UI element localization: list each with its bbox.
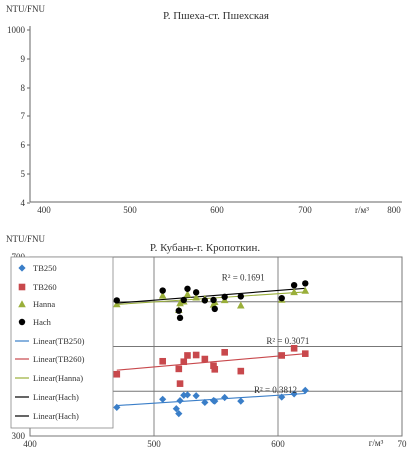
point-tb250 [175,410,183,418]
chart2-x-tick-label: 70 [398,439,408,449]
chart1-x-tick-label: 800 [387,205,401,215]
chart1-y-axis-title: NTU/FNU [6,4,46,14]
chart1-x-tick-label: 500 [123,205,137,215]
point-tb260 [278,352,286,359]
chart2-y-tick-label: 300 [12,431,26,441]
point-tb260 [176,380,184,387]
chart1-y-tick-label: 6 [21,140,26,150]
point-tb260 [211,366,219,373]
chart2-legend: TB250 TB260 Hanna Hach Linear(TB250) Linear(T… [10,256,114,429]
legend-marker-tb260 [18,283,26,291]
r-squared-label: R² = 0.1691 [222,272,265,282]
r-squared-label: R² = 0.3071 [266,336,309,346]
point-tb250 [176,397,184,405]
point-tb250 [301,386,309,394]
chart2-x-axis-title: г/м³ [369,438,384,448]
point-tb250 [278,393,286,401]
point-hanna [113,300,121,308]
point-tb260 [237,367,245,375]
point-hach [113,297,121,304]
chart2-x-tick-label: 500 [147,439,161,449]
legend-label: TB260 [33,282,57,292]
chart2-y-axis-title: NTU/FNU [6,234,46,244]
point-tb260 [113,370,121,378]
chart1-x-tick-label: 400 [37,205,51,215]
trendline-hach [116,287,306,304]
point-tb260 [201,355,209,363]
legend-label: Linear(TB260) [33,354,85,364]
point-hach [211,305,218,313]
point-tb250 [211,397,219,405]
chart1-y-tick-label: 5 [21,169,26,179]
chart2-title: Р. Кубань-г. Кропоткин. [150,242,260,254]
point-tb260 [192,351,200,359]
legend-box [10,256,114,429]
point-hach [184,285,191,292]
chart1-y-tick-label: 8 [21,83,26,93]
point-tb250 [221,393,229,402]
point-tb260 [180,358,188,366]
chart1-y-tick-label: 7 [21,111,26,121]
chart1-x-tick-label: 700 [298,205,312,215]
chart1-y-tick-label: 9 [21,54,26,64]
chart2-x-tick-label: 600 [271,439,285,449]
point-hach [302,280,309,287]
legend-marker-tb250 [18,264,26,272]
point-hanna [237,301,245,309]
r-squared-label: R² = 0.3812 [254,385,297,395]
point-tb250 [192,392,200,400]
trendline-tb260 [116,353,306,371]
point-tb250 [180,391,188,399]
point-tb250 [172,405,180,413]
point-hach [290,281,298,289]
point-tb260 [175,365,183,373]
point-tb260 [221,349,228,356]
chart1-x-tick-label: 600 [210,205,224,215]
chart2-x-tick-label: 400 [23,439,37,449]
legend-label: Hach [33,317,52,327]
legend-marker-hanna [18,300,26,308]
point-tb260 [184,352,191,359]
point-hanna [290,288,298,296]
point-tb260 [159,357,166,365]
point-hanna [183,290,192,298]
legend-label: Linear(Hach) [33,411,79,421]
point-hach [201,297,209,304]
point-hach [175,307,182,314]
legend-label: TB250 [33,263,57,273]
point-tb260 [210,362,217,370]
point-hanna [158,291,167,299]
legend-label: Linear(Hach) [33,392,79,402]
point-hach [278,294,285,302]
point-hach [192,289,200,296]
legend-label: Linear(TB250) [33,336,85,346]
point-hach [176,314,184,322]
point-tb260 [290,344,298,352]
point-hach [180,296,187,304]
chart1-x-axis-title: r/м³ [355,205,369,215]
point-hach [210,296,217,304]
point-hach [221,293,228,301]
point-tb250 [201,398,209,407]
chart1-title: Р. Пшеха-ст. Пшехская [163,10,269,22]
point-tb250 [159,395,167,403]
point-hach [159,287,166,294]
point-hanna [301,286,310,294]
legend-marker-hach [18,318,26,326]
point-hach [237,293,244,300]
chart1-y-tick-label: 1000 [7,25,26,35]
point-hanna [192,293,200,301]
point-tb250 [290,390,298,398]
point-tb250 [183,391,192,399]
legend-label: Hanna [33,299,55,309]
legend-label: Linear(Hanna) [33,373,83,383]
chart1-y-tick-label: 4 [21,198,26,208]
point-tb250 [237,397,245,405]
point-tb250 [113,403,121,411]
point-hanna [176,299,184,307]
point-tb260 [301,350,309,357]
